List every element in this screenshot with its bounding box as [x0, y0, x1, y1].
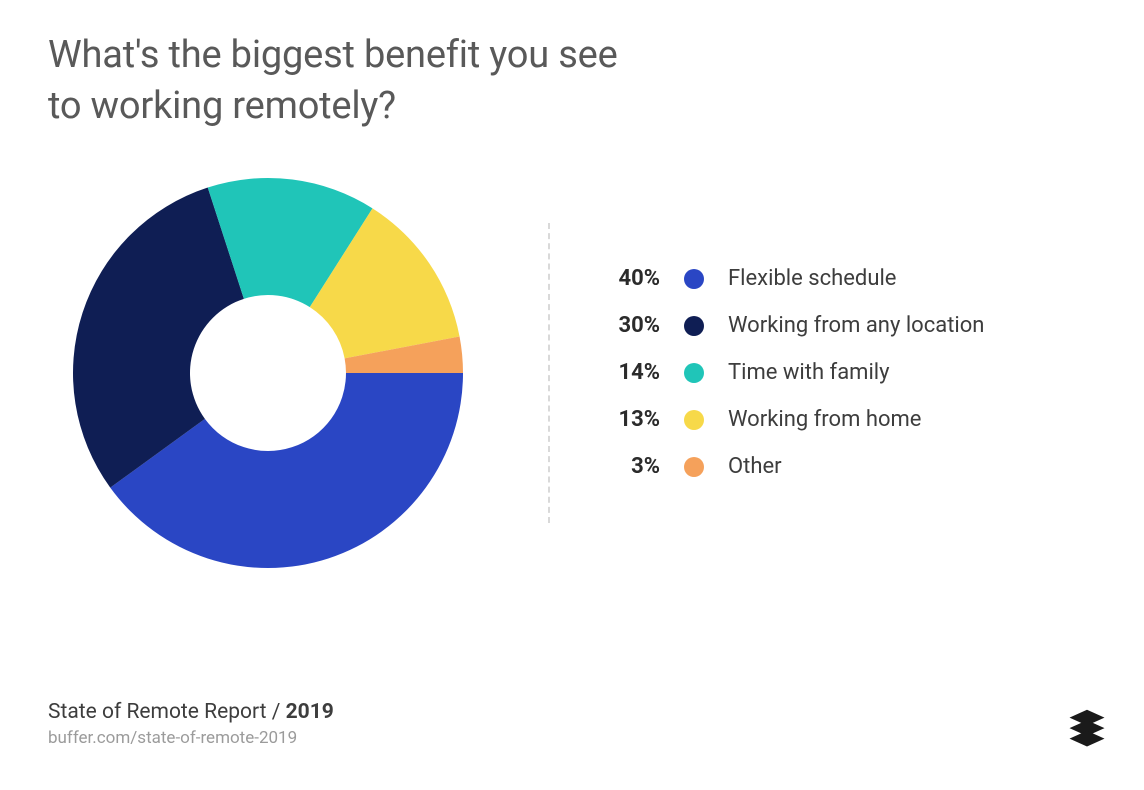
donut-svg: [68, 173, 468, 573]
title-line-1: What's the biggest benefit you see: [48, 33, 618, 77]
legend-percent: 13%: [590, 407, 660, 432]
legend-row: 30% Working from any location: [590, 313, 984, 338]
legend-label: Working from any location: [728, 313, 984, 338]
legend-swatch: [684, 316, 704, 336]
legend-swatch: [684, 363, 704, 383]
legend-label: Working from home: [728, 407, 921, 432]
chart-title: What's the biggest benefit you see to wo…: [48, 30, 1096, 133]
legend-label: Flexible schedule: [728, 266, 896, 291]
legend-row: 40% Flexible schedule: [590, 266, 984, 291]
legend-percent: 14%: [590, 360, 660, 385]
footer-report-name: State of Remote Report: [48, 700, 267, 724]
legend-label: Time with family: [728, 360, 890, 385]
legend-swatch: [684, 457, 704, 477]
vertical-divider: [548, 223, 550, 523]
legend-percent: 3%: [590, 454, 660, 479]
legend-row: 3% Other: [590, 454, 984, 479]
footer-url: buffer.com/state-of-remote-2019: [48, 728, 334, 748]
footer-title: State of Remote Report / 2019: [48, 700, 334, 724]
legend-row: 14% Time with family: [590, 360, 984, 385]
logo-layer: [1070, 731, 1105, 747]
footer-year: 2019: [286, 700, 334, 724]
chart-legend: 40% Flexible schedule 30% Working from any …: [590, 266, 984, 479]
chart-footer: State of Remote Report / 2019 buffer.com…: [48, 700, 334, 748]
legend-label: Other: [728, 454, 782, 479]
title-line-2: to working remotely?: [48, 84, 396, 128]
chart-content: 40% Flexible schedule 30% Working from any …: [48, 173, 1096, 573]
footer-separator: /: [267, 700, 286, 724]
legend-percent: 40%: [590, 266, 660, 291]
legend-swatch: [684, 269, 704, 289]
donut-chart: [48, 173, 488, 573]
legend-swatch: [684, 410, 704, 430]
buffer-logo-icon: [1066, 708, 1108, 754]
legend-percent: 30%: [590, 313, 660, 338]
legend-row: 13% Working from home: [590, 407, 984, 432]
